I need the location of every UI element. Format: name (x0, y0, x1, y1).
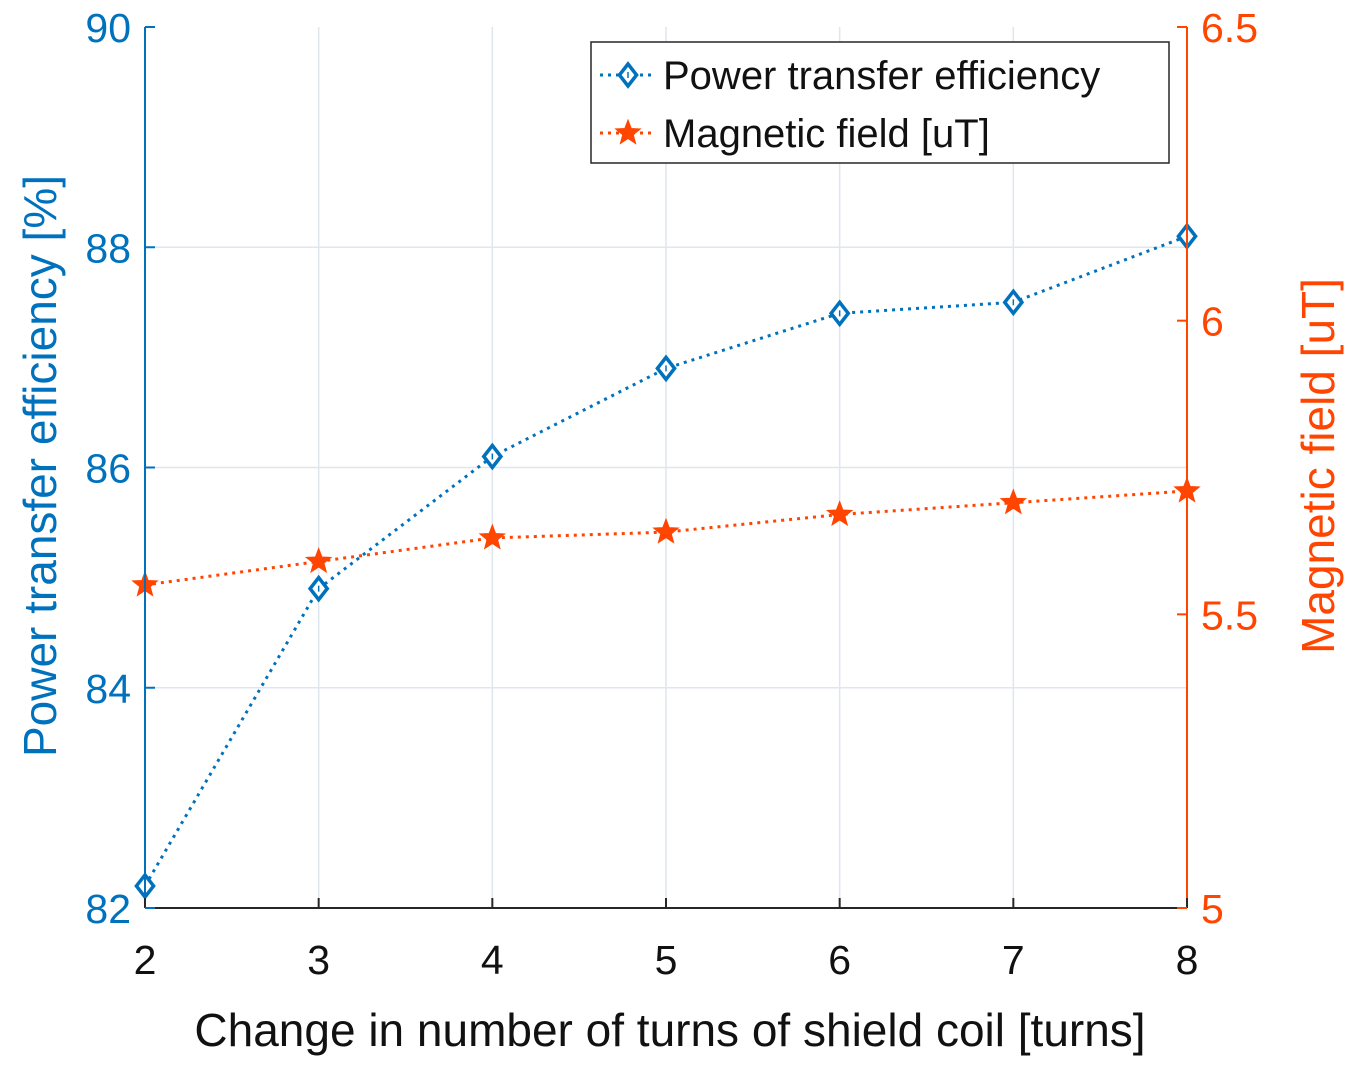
right-y-tick-label: 5.5 (1201, 592, 1258, 638)
legend-diamond-marker-icon (617, 61, 639, 89)
right-y-tick-label: 5 (1201, 886, 1224, 932)
x-tick-label: 8 (1176, 937, 1199, 983)
series-power-transfer-efficiency (134, 222, 1198, 900)
left-y-tick-label: 82 (85, 886, 131, 932)
x-tick-label: 4 (481, 937, 504, 983)
x-tick-label: 3 (307, 937, 330, 983)
data-point-star (304, 547, 333, 574)
legend-star-marker-icon (614, 118, 642, 145)
right-y-axis-label: Magnetic field [uT] (1292, 278, 1344, 654)
legend-box (590, 41, 1170, 164)
right-y-tick-label: 6 (1201, 299, 1224, 345)
grid-lines (145, 27, 1187, 908)
x-tick-label: 7 (1002, 937, 1025, 983)
legend: Power transfer efficiency Magnetic field… (590, 41, 1170, 164)
data-point-star (478, 523, 507, 550)
series-layer (131, 222, 1201, 900)
legend-star-shape (614, 118, 642, 145)
x-tick-label: 6 (828, 937, 851, 983)
legend-entry-power-transfer-efficiency: Power transfer efficiency (600, 54, 1100, 98)
tick-labels: 2 3 4 5 6 7 8 82 84 86 88 90 5 5.5 6 6.5 (85, 5, 1258, 983)
data-point-star (999, 488, 1028, 515)
legend-entry-magnetic-field: Magnetic field [uT] (600, 112, 990, 156)
data-point-star (825, 500, 854, 527)
left-y-tick-label: 84 (85, 666, 131, 712)
left-y-tick-label: 88 (85, 225, 131, 271)
x-tick-label: 2 (134, 937, 157, 983)
x-tick-label: 5 (655, 937, 678, 983)
right-y-tick-label: 6.5 (1201, 5, 1258, 51)
data-point-star (652, 517, 680, 544)
left-y-tick-label: 86 (85, 446, 131, 492)
left-y-axis-label: Power transfer efficiency [%] (14, 175, 66, 757)
legend-label-power-transfer-efficiency: Power transfer efficiency (663, 54, 1100, 98)
left-y-tick-label: 90 (85, 5, 131, 51)
legend-label-magnetic-field: Magnetic field [uT] (663, 112, 990, 156)
x-axis-label: Change in number of turns of shield coil… (194, 1004, 1145, 1056)
